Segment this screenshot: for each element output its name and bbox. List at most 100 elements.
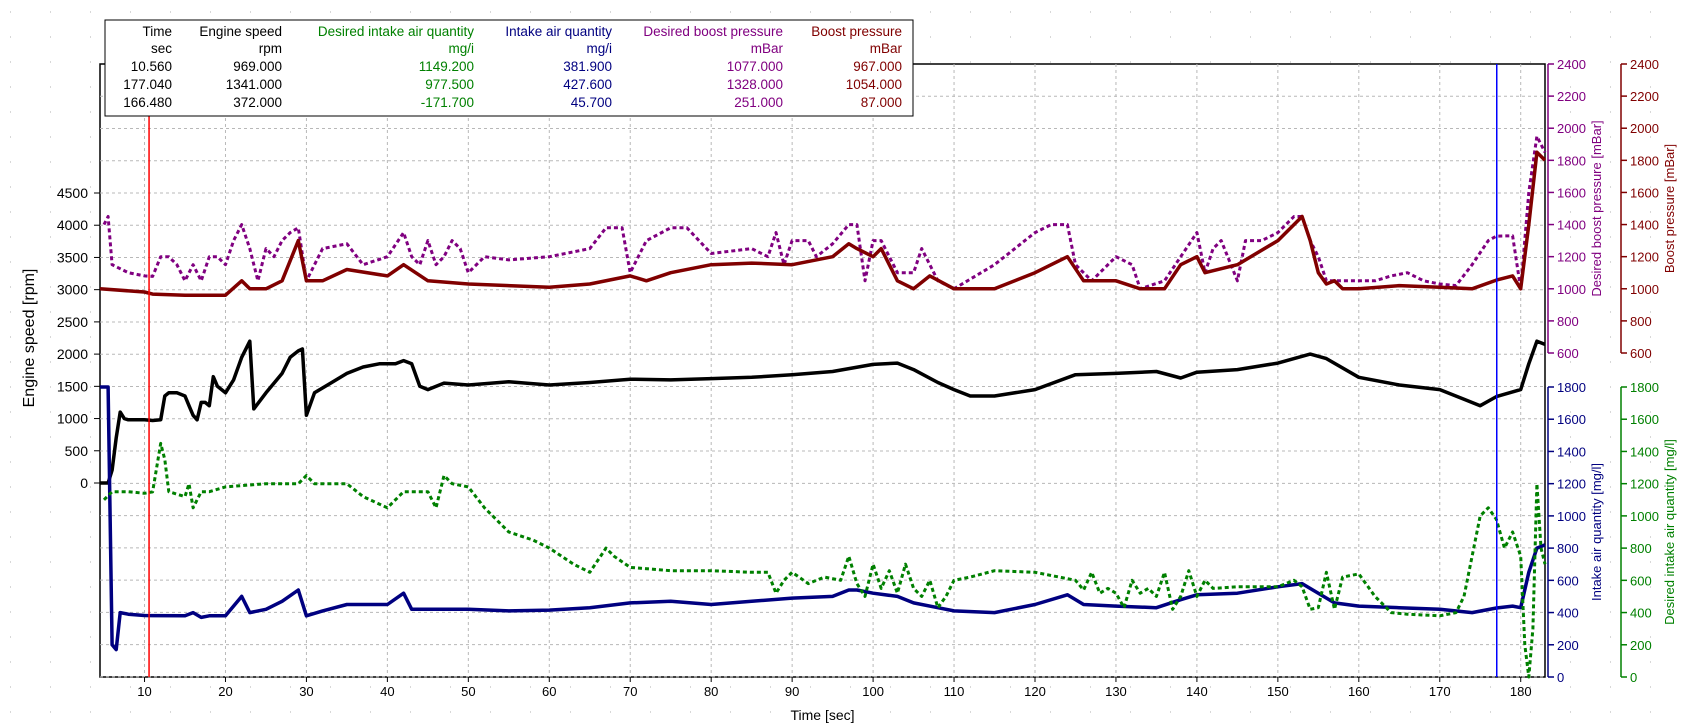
- x-tick-label: 30: [299, 684, 313, 699]
- readout-cell: 1054.000: [846, 77, 902, 92]
- cursor-layer: [148, 64, 1498, 677]
- boost-axis-tick-label: 800: [1630, 314, 1652, 329]
- x-tick-label: 160: [1348, 684, 1370, 699]
- x-axis-label: Time [sec]: [790, 707, 854, 723]
- intake-air-axis-tick-label: 1600: [1557, 412, 1586, 427]
- readout-cell: 251.000: [734, 95, 783, 110]
- x-axis: 10 20 30 40 50 60 70 80 90 100 110 120 130 140 150 160 1…: [137, 677, 1532, 699]
- intake-air-axis-tick-label: 200: [1557, 638, 1579, 653]
- readout-frame: [104, 19, 914, 117]
- desired-intake-axis-tick-label: 1600: [1630, 412, 1659, 427]
- desired-boost-axis-tick-label: 2400: [1557, 57, 1586, 72]
- readout-unit: rpm: [259, 41, 282, 56]
- readout-cell: 967.000: [853, 59, 902, 74]
- readout-cell: 1341.000: [226, 77, 282, 92]
- engine-speed-axis-label: Engine speed [rpm]: [21, 269, 38, 408]
- right-axes: 60080010001200140016001800200022002400De…: [1547, 57, 1677, 685]
- desired-boost-axis-label: Desired boost pressure [mBar]: [1589, 120, 1604, 296]
- readout-cell: 87.000: [861, 95, 902, 110]
- series-line-desired-boost-pressure: [102, 134, 1547, 291]
- readout-cell: 1328.000: [727, 77, 783, 92]
- x-tick-label: 60: [542, 684, 556, 699]
- desired-intake-axis-tick-label: 600: [1630, 573, 1652, 588]
- desired-boost-axis-tick-label: 2200: [1557, 89, 1586, 104]
- x-tick-label: 120: [1024, 684, 1046, 699]
- y-tick-label: 1000: [57, 411, 88, 427]
- intake-air-axis-tick-label: 600: [1557, 573, 1579, 588]
- readout-cell: 977.500: [425, 77, 474, 92]
- intake-air-axis-tick-label: 1000: [1557, 509, 1586, 524]
- boost-axis-label: Boost pressure [mBar]: [1662, 144, 1677, 273]
- x-tick-label: 70: [623, 684, 637, 699]
- readout-cell: 45.700: [571, 95, 612, 110]
- intake-air-axis-tick-label: 1200: [1557, 477, 1586, 492]
- y-tick-label: 3500: [57, 249, 88, 265]
- x-tick-label: 150: [1267, 684, 1289, 699]
- y-tick-label: 4500: [57, 185, 88, 201]
- desired-intake-axis-tick-label: 1000: [1630, 509, 1659, 524]
- boost-axis-tick-label: 1200: [1630, 250, 1659, 265]
- desired-boost-axis-tick-label: 2000: [1557, 121, 1586, 136]
- plot-area[interactable]: [99, 63, 1546, 678]
- readout-unit: mg/i: [448, 41, 474, 56]
- desired-boost-axis-tick-label: 1800: [1557, 153, 1586, 168]
- y-tick-label: 1500: [57, 378, 88, 394]
- y-tick-label: 2500: [57, 314, 88, 330]
- desired-boost-axis-tick-label: 1200: [1557, 250, 1586, 265]
- x-tick-label: 10: [137, 684, 151, 699]
- engine-speed-axis: 0 500 1000 1500 2000 2500 3000 3500 4000 4500 Engi…: [21, 185, 100, 491]
- desired-boost-axis-tick-label: 1000: [1557, 282, 1586, 297]
- x-tick-label: 50: [461, 684, 475, 699]
- x-tick-label: 180: [1510, 684, 1532, 699]
- x-tick-label: 130: [1105, 684, 1127, 699]
- intake-air-axis-tick-label: 400: [1557, 606, 1579, 621]
- readout-cell: 381.900: [563, 59, 612, 74]
- readout-cell: 1149.200: [419, 59, 474, 74]
- readout-cell: 969.000: [233, 59, 282, 74]
- desired-intake-axis-tick-label: 200: [1630, 638, 1652, 653]
- y-tick-label: 2000: [57, 346, 88, 362]
- readout-header: Time: [143, 24, 173, 39]
- readout-cell: 372.000: [233, 95, 282, 110]
- desired-intake-axis-tick-label: 0: [1630, 670, 1637, 685]
- boost-axis-tick-label: 1600: [1630, 185, 1659, 200]
- cursor-readout-table: Time sec Engine speed rpm Desired intake air…: [104, 19, 914, 117]
- readout-header: Boost pressure: [811, 24, 902, 39]
- desired-boost-axis-tick-label: 600: [1557, 346, 1579, 361]
- readout-cell: 427.600: [563, 77, 612, 92]
- y-tick-label: 4000: [57, 217, 88, 233]
- intake-air-axis-tick-label: 1800: [1557, 380, 1586, 395]
- desired-intake-axis-tick-label: 1800: [1630, 380, 1659, 395]
- x-tick-label: 40: [380, 684, 394, 699]
- readout-header: Desired boost pressure: [643, 24, 783, 39]
- readout-header: Intake air quantity: [505, 24, 612, 39]
- desired-intake-axis-tick-label: 400: [1630, 606, 1652, 621]
- y-tick-label: 0: [80, 475, 88, 491]
- desired-intake-axis-tick-label: 800: [1630, 541, 1652, 556]
- series-layer: [99, 134, 1547, 679]
- desired-intake-axis-tick-label: 1400: [1630, 444, 1659, 459]
- readout-unit: mg/i: [586, 41, 612, 56]
- x-tick-label: 110: [944, 684, 965, 699]
- x-tick-label: 100: [862, 684, 884, 699]
- readout-header: Engine speed: [199, 24, 282, 39]
- x-tick-label: 170: [1429, 684, 1451, 699]
- x-tick-label: 20: [218, 684, 232, 699]
- boost-axis-tick-label: 1800: [1630, 153, 1659, 168]
- intake-air-axis-label: Intake air quantity [mg/l]: [1589, 463, 1604, 601]
- readout-cell: -171.700: [421, 95, 474, 110]
- boost-axis-tick-label: 1400: [1630, 218, 1659, 233]
- boost-axis-tick-label: 2200: [1630, 89, 1659, 104]
- intake-air-axis-tick-label: 800: [1557, 541, 1579, 556]
- desired-intake-axis-tick-label: 1200: [1630, 477, 1659, 492]
- y-tick-label: 500: [65, 443, 89, 459]
- x-tick-label: 80: [704, 684, 718, 699]
- intake-air-axis-tick-label: 0: [1557, 670, 1564, 685]
- desired-boost-axis-tick-label: 1600: [1557, 185, 1586, 200]
- boost-axis-tick-label: 2000: [1630, 121, 1659, 136]
- y-tick-label: 3000: [57, 282, 88, 298]
- readout-unit: sec: [151, 41, 172, 56]
- series-line-boost-pressure: [99, 150, 1547, 297]
- x-tick-label: 140: [1186, 684, 1208, 699]
